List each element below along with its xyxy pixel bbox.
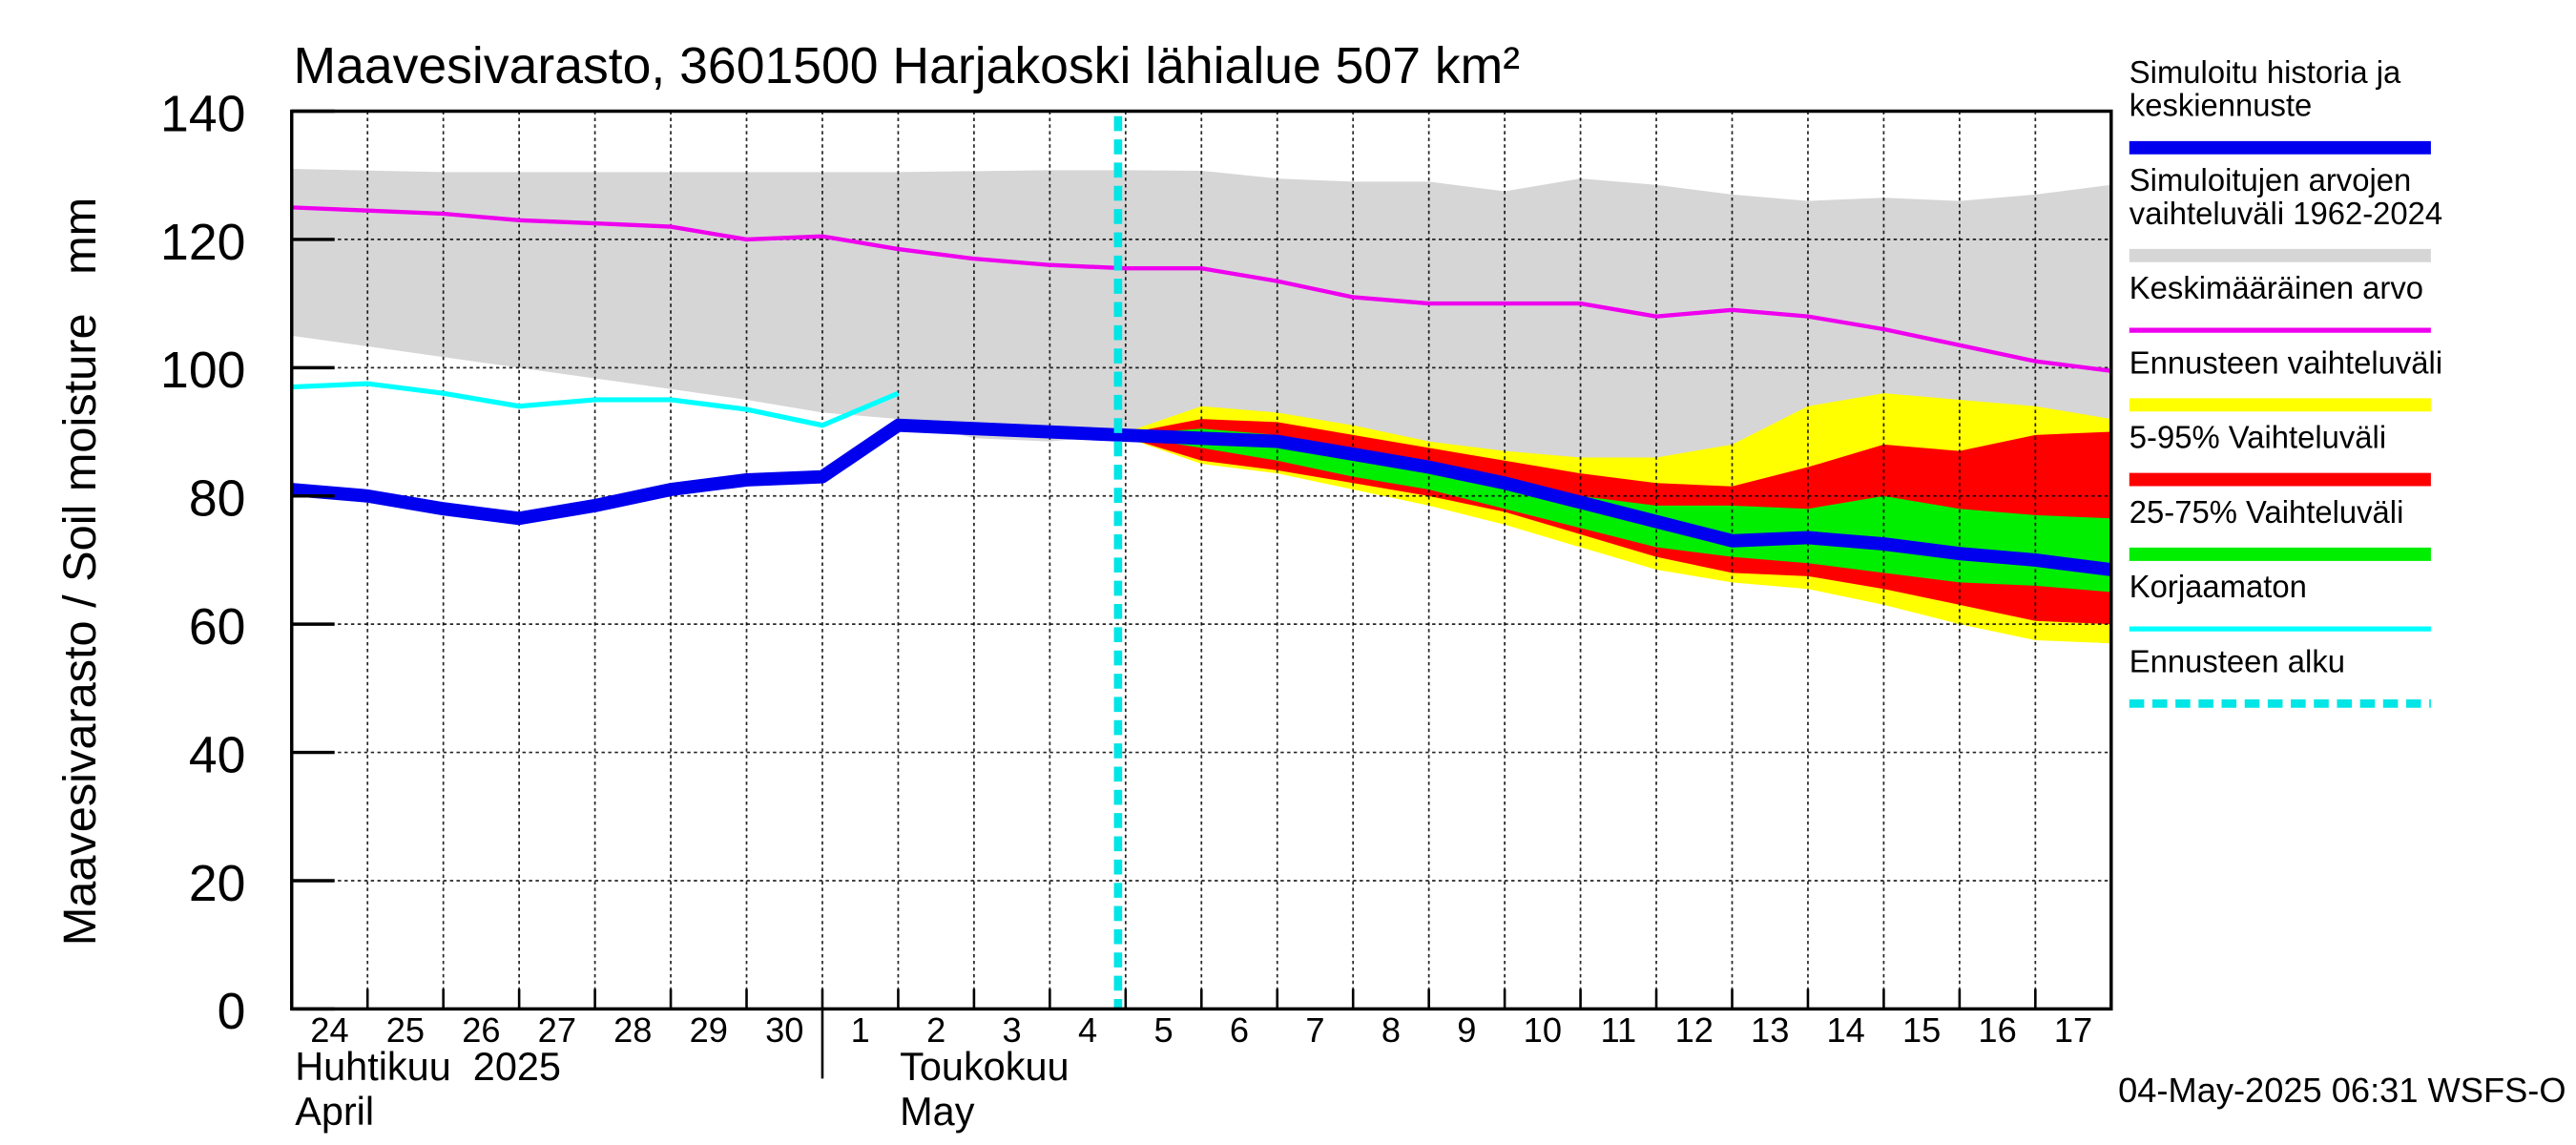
y-tick-label: 140: [160, 85, 245, 142]
month-label-april-en: April: [295, 1089, 374, 1134]
x-tick-label: 1: [851, 1010, 870, 1050]
x-tick-label: 24: [310, 1010, 348, 1050]
x-tick-label: 6: [1230, 1010, 1249, 1050]
x-tick-label: 25: [386, 1010, 425, 1050]
legend-label-p5_95: 5-95% Vaihteluväli: [2129, 419, 2386, 454]
x-tick-label: 30: [765, 1010, 803, 1050]
legend-label-forecast_range: Ennusteen vaihteluväli: [2129, 344, 2442, 380]
mean-line: [291, 205, 2112, 373]
x-tick-label: 9: [1457, 1010, 1476, 1050]
legend-label-p25_75: 25-75% Vaihteluväli: [2129, 494, 2404, 530]
y-tick-label: 100: [160, 342, 245, 399]
x-tick-label: 3: [1003, 1010, 1022, 1050]
footer-timestamp: 04-May-2025 06:31 WSFS-O: [2118, 1071, 2566, 1110]
grid-layer: [291, 111, 2111, 1010]
y-tick-label: 120: [160, 214, 245, 271]
x-tick-label: 16: [1978, 1010, 2016, 1050]
y-tick-label: 80: [189, 469, 246, 527]
legend-label-mean: Keskimääräinen arvo: [2129, 270, 2423, 305]
x-tick-label: 5: [1153, 1010, 1173, 1050]
x-tick-label: 14: [1827, 1010, 1865, 1050]
y-tick-label: 60: [189, 598, 246, 656]
month-label-april-fi: Huhtikuu 2025: [295, 1044, 561, 1089]
x-tick-label: 2: [926, 1010, 945, 1050]
x-tick-label: 15: [1902, 1010, 1941, 1050]
x-tick-label: 17: [2054, 1010, 2092, 1050]
history-forecast-line: [291, 418, 2112, 576]
x-tick-label: 7: [1305, 1010, 1324, 1050]
legend-label-history: Simuloitu historia ja: [2129, 54, 2401, 90]
legend-label-forecast_start: Ennusteen alku: [2129, 643, 2345, 678]
x-tick-label: 8: [1381, 1010, 1401, 1050]
x-tick-label: 29: [690, 1010, 728, 1050]
legend-label-history: keskiennuste: [2129, 88, 2313, 123]
x-tick-label: 11: [1600, 1010, 1636, 1050]
x-tick-label: 10: [1524, 1010, 1562, 1050]
y-tick-label: 20: [189, 855, 246, 912]
month-label-may-en: May: [900, 1089, 974, 1134]
x-tick-label: 28: [613, 1010, 652, 1050]
y-tick-label: 0: [218, 983, 246, 1040]
y-tick-label: 40: [189, 726, 246, 783]
legend-label-uncorrected: Korjaamaton: [2129, 569, 2307, 604]
month-label-may-fi: Toukokuu: [900, 1044, 1069, 1089]
legend-label-range: Simuloitujen arvojen: [2129, 162, 2411, 198]
uncorrected-line: [291, 381, 900, 428]
legend-label-range: vaihteluväli 1962-2024: [2129, 196, 2442, 231]
y-axis-label: Maavesivarasto / Soil moisture mm: [54, 198, 106, 947]
x-tick-label: 27: [538, 1010, 576, 1050]
chart-title: Maavesivarasto, 3601500 Harjakoski lähia…: [293, 37, 1520, 94]
x-tick-label: 12: [1675, 1010, 1714, 1050]
x-tick-label: 26: [462, 1010, 500, 1050]
x-tick-label: 13: [1751, 1010, 1789, 1050]
x-tick-label: 4: [1078, 1010, 1097, 1050]
lines-layer: [291, 115, 2112, 1010]
